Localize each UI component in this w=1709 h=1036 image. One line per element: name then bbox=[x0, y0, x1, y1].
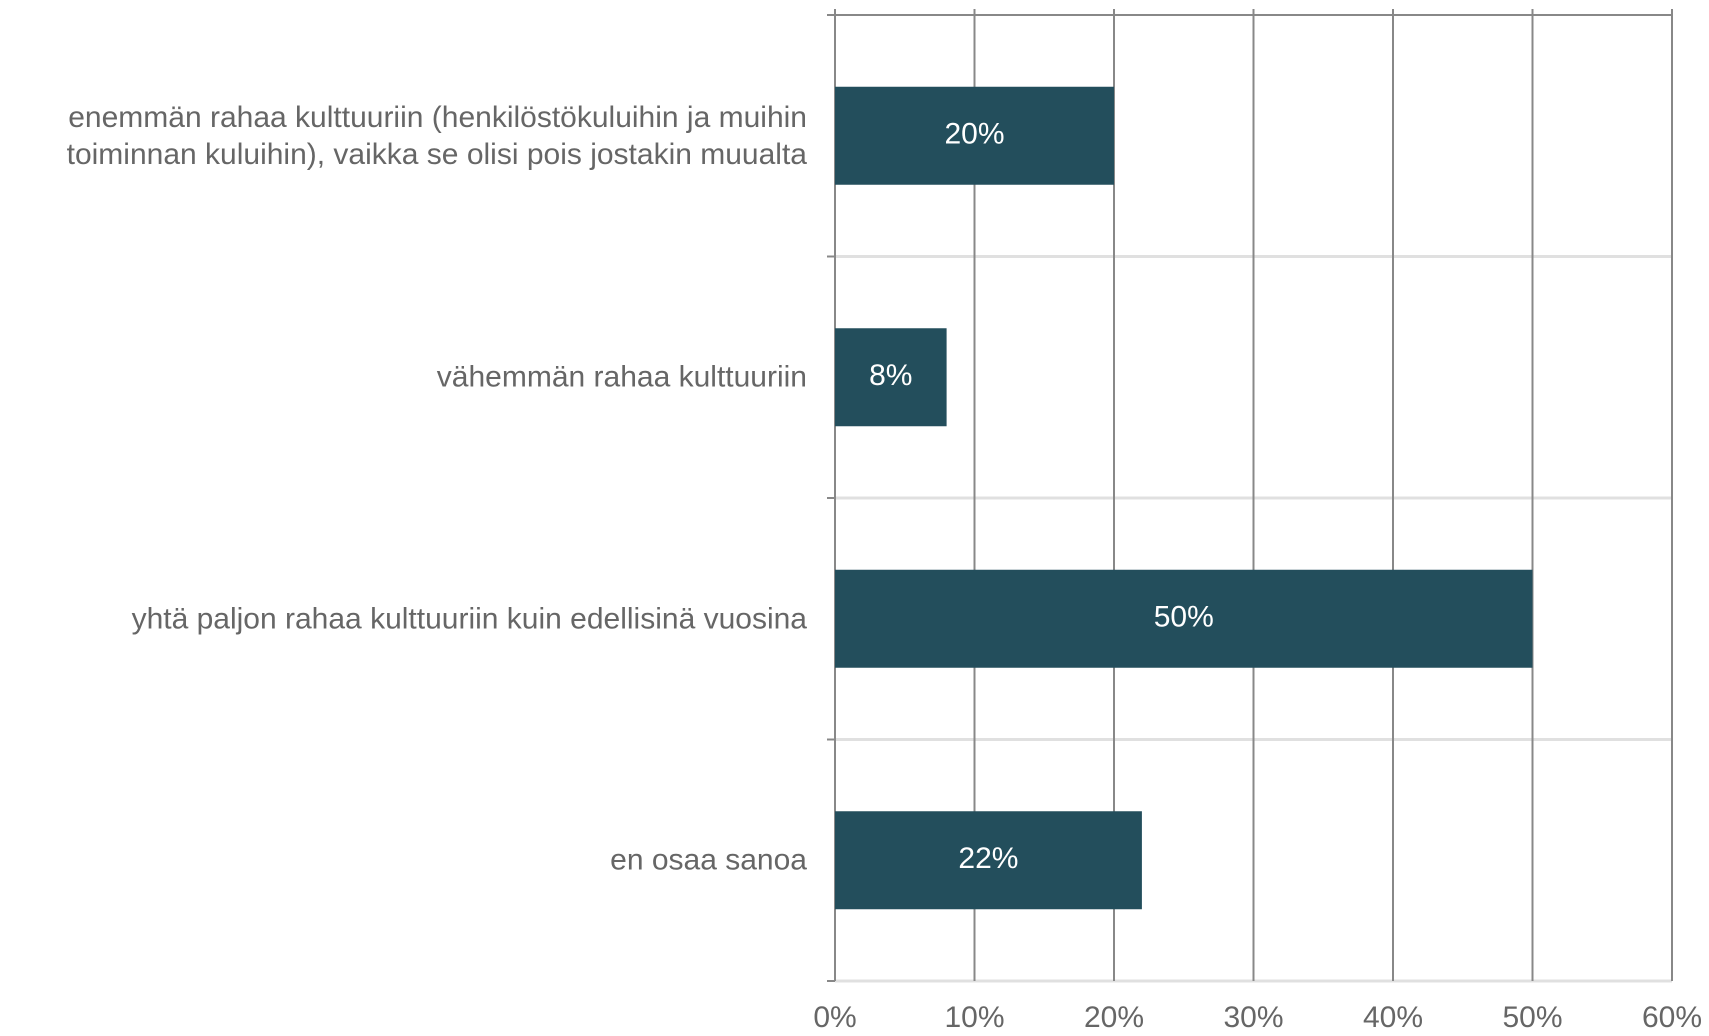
bar bbox=[835, 811, 1142, 910]
data-label: 22% bbox=[958, 842, 1018, 875]
x-tick-label: 20% bbox=[1084, 1001, 1144, 1034]
x-tick-label: 40% bbox=[1363, 1001, 1423, 1034]
x-tick-label: 10% bbox=[944, 1001, 1004, 1034]
y-tick-label: enemmän rahaa kulttuuriin (henkilöstökul… bbox=[66, 100, 807, 171]
data-label: 50% bbox=[1154, 601, 1214, 634]
bar bbox=[835, 569, 1533, 668]
bar bbox=[835, 328, 947, 427]
y-tick-label: en osaa sanoa bbox=[610, 843, 807, 877]
y-tick-label: vähemmän rahaa kulttuuriin bbox=[436, 360, 807, 394]
x-tick-label: 0% bbox=[813, 1001, 856, 1034]
x-tick-label: 50% bbox=[1502, 1001, 1562, 1034]
data-label: 8% bbox=[869, 359, 912, 392]
data-label: 20% bbox=[944, 118, 1004, 151]
y-tick-label: yhtä paljon rahaa kulttuuriin kuin edell… bbox=[131, 602, 807, 636]
x-tick-label: 60% bbox=[1642, 1001, 1702, 1034]
x-tick-label: 30% bbox=[1223, 1001, 1283, 1034]
bar bbox=[835, 86, 1114, 185]
